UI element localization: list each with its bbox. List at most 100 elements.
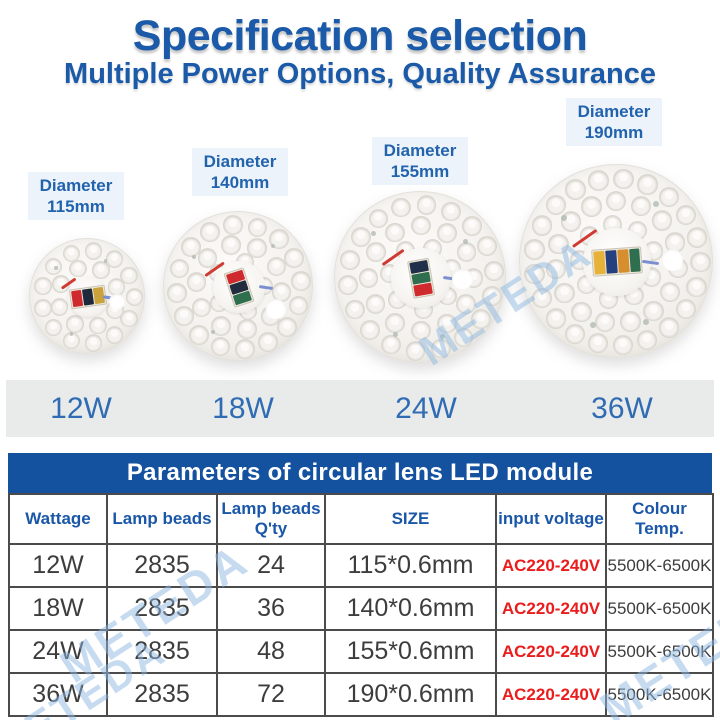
lens-bump bbox=[62, 244, 81, 263]
cell-input-voltage: AC220-240V bbox=[495, 629, 607, 674]
lens-bump bbox=[410, 320, 431, 341]
lens-bump bbox=[191, 297, 212, 318]
lens-bump bbox=[437, 313, 457, 334]
lens-bump bbox=[288, 295, 309, 316]
lens-bump bbox=[89, 316, 107, 335]
wattage-label: 36W bbox=[591, 392, 653, 425]
cell-wattage: 36W bbox=[8, 672, 108, 717]
lens-bump bbox=[441, 201, 462, 222]
pcb-component bbox=[604, 250, 618, 275]
page-subtitle: Multiple Power Options, Quality Assuranc… bbox=[64, 58, 656, 90]
lens-bump bbox=[612, 335, 634, 356]
lens-bump bbox=[200, 222, 220, 242]
lens-bump bbox=[271, 282, 292, 302]
lens-bump bbox=[186, 272, 207, 292]
pcb-component bbox=[593, 251, 606, 276]
cell-wattage: 24W bbox=[8, 629, 108, 674]
lens-bump bbox=[247, 217, 268, 238]
lens-bump bbox=[34, 299, 52, 317]
lens-bump bbox=[613, 168, 634, 189]
cell-wattage: 12W bbox=[8, 543, 108, 588]
lens-bump bbox=[340, 249, 361, 270]
lens-bump bbox=[365, 294, 386, 314]
lens-bump bbox=[235, 339, 255, 359]
screw-hole bbox=[392, 332, 398, 338]
lens-bump bbox=[631, 195, 652, 217]
lens-bump bbox=[350, 226, 371, 247]
led-module-photo-12W bbox=[29, 238, 145, 354]
lens-bump bbox=[524, 264, 545, 285]
spec-table-section: Parameters of circular lens LED module W… bbox=[8, 453, 714, 717]
screw-hole bbox=[270, 243, 275, 248]
lens-bump bbox=[437, 222, 458, 243]
lens-bump bbox=[658, 317, 680, 338]
screw-hole bbox=[191, 254, 197, 260]
lens-bump bbox=[69, 259, 87, 278]
lens-bump bbox=[581, 196, 602, 217]
cell-lamp-beads: 2835 bbox=[106, 629, 218, 674]
screw-hole bbox=[560, 215, 567, 222]
diameter-word: Diameter bbox=[383, 141, 457, 160]
led-module-photo-36W bbox=[519, 164, 713, 358]
lens-bump bbox=[545, 308, 566, 329]
lens-bump bbox=[277, 317, 297, 337]
screw-hole bbox=[643, 319, 649, 326]
lens-bump bbox=[181, 237, 201, 257]
lens-bump bbox=[44, 319, 62, 337]
lens-bump bbox=[34, 277, 52, 295]
cell-lamp-beads: 2835 bbox=[106, 543, 218, 588]
screw-hole bbox=[70, 332, 74, 336]
lens-bump bbox=[637, 329, 658, 350]
mounting-hole bbox=[661, 249, 683, 271]
lens-bump bbox=[531, 215, 553, 236]
screw-hole bbox=[103, 259, 108, 263]
screw-hole bbox=[439, 333, 446, 340]
lens-bump bbox=[210, 336, 231, 357]
lens-bump bbox=[380, 334, 401, 355]
lens-bump bbox=[84, 242, 103, 260]
column-header: SIZE bbox=[324, 493, 497, 545]
cell-colour-temp: 5500K-6500K bbox=[605, 629, 714, 674]
lens-bump bbox=[368, 208, 389, 229]
lens-bump bbox=[456, 242, 477, 262]
lens-bump bbox=[637, 174, 658, 195]
pcb-component bbox=[71, 290, 84, 307]
cell-size: 190*0.6mm bbox=[324, 672, 497, 717]
diameter-word: Diameter bbox=[577, 102, 651, 121]
lens-bump bbox=[62, 331, 81, 350]
wattage-label: 12W bbox=[50, 392, 112, 425]
table-title: Parameters of circular lens LED module bbox=[8, 453, 712, 493]
column-header: Colour Temp. bbox=[605, 493, 714, 545]
lens-bump bbox=[105, 326, 124, 344]
lens-bump bbox=[481, 286, 502, 307]
lens-bump bbox=[223, 215, 243, 235]
cell-size: 115*0.6mm bbox=[324, 543, 497, 588]
lens-bump bbox=[606, 190, 627, 212]
pcb-component bbox=[616, 249, 630, 274]
cell-colour-temp: 5500K-6500K bbox=[605, 543, 714, 588]
mounting-hole bbox=[266, 299, 286, 319]
lens-bump bbox=[477, 236, 497, 257]
wattage-label: 24W bbox=[395, 392, 457, 425]
diameter-value: 115mm bbox=[47, 197, 105, 216]
lens-bump bbox=[686, 227, 707, 248]
column-header: input voltage bbox=[495, 493, 607, 545]
lens-bump bbox=[411, 215, 432, 236]
table-row: 24W 2835 48 155*0.6mm AC220-240V 5500K-6500K bbox=[8, 629, 714, 674]
lens-bump bbox=[554, 282, 575, 304]
cell-beads-qty: 24 bbox=[216, 543, 326, 588]
diameter-label: Diameter 190mm bbox=[566, 98, 662, 146]
lens-bump bbox=[237, 319, 257, 339]
diameter-value: 190mm bbox=[584, 123, 644, 142]
cell-beads-qty: 72 bbox=[216, 672, 326, 717]
diameter-word: Diameter bbox=[39, 176, 113, 195]
cell-lamp-beads: 2835 bbox=[106, 672, 218, 717]
lens-bump bbox=[594, 311, 616, 333]
table-row: 18W 2835 36 140*0.6mm AC220-240V 5500K-6500K bbox=[8, 586, 714, 631]
lens-bump bbox=[120, 309, 138, 328]
lens-bump bbox=[221, 235, 241, 255]
lens-bump bbox=[247, 238, 267, 258]
cell-beads-qty: 48 bbox=[216, 629, 326, 674]
lens-bump bbox=[52, 275, 70, 293]
lens-bump bbox=[358, 267, 379, 288]
